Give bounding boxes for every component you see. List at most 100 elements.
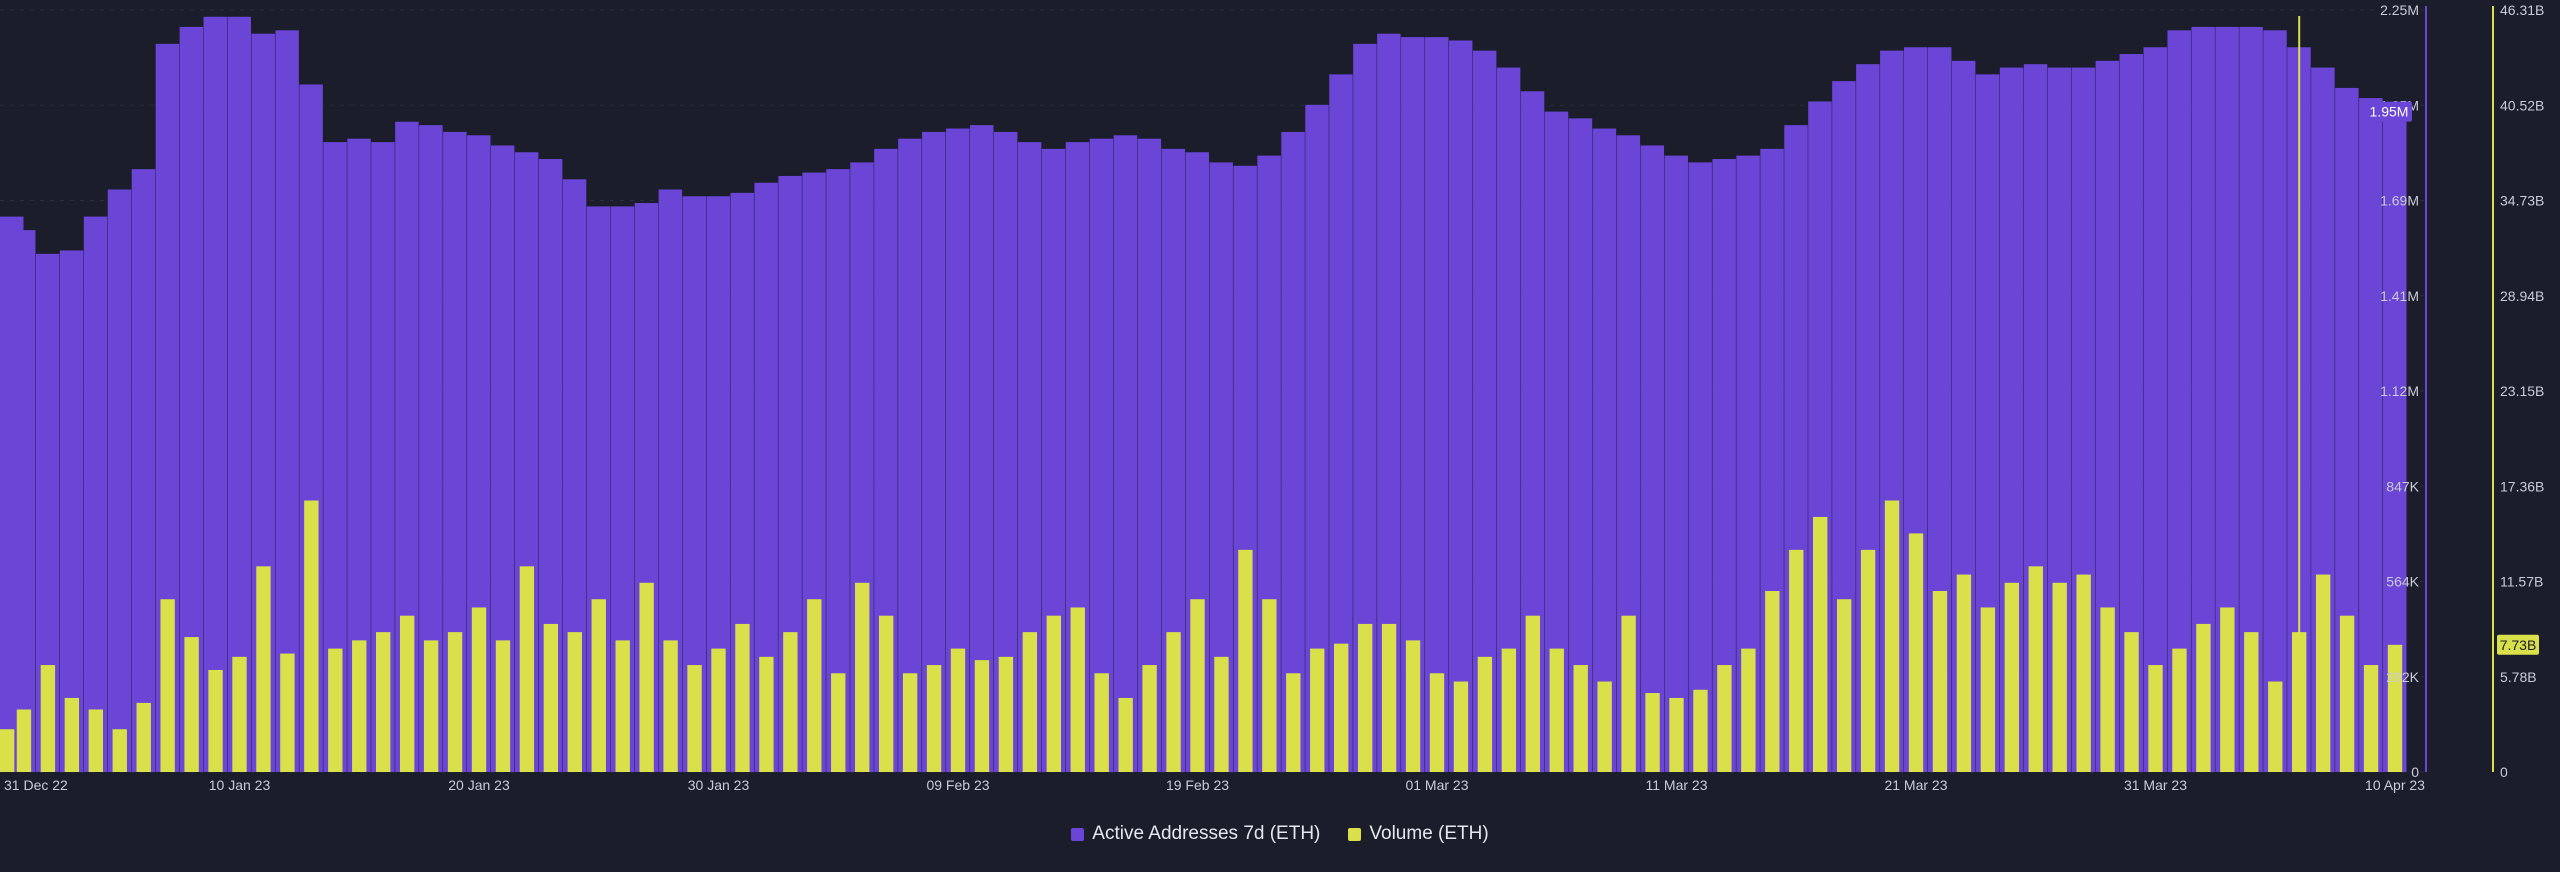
volume-bar[interactable] bbox=[807, 599, 822, 772]
volume-bar[interactable] bbox=[399, 615, 415, 772]
volume-bar[interactable] bbox=[1118, 697, 1133, 772]
volume-bar[interactable] bbox=[0, 729, 15, 772]
volume-bar[interactable] bbox=[1022, 632, 1038, 772]
volume-bar[interactable] bbox=[711, 648, 726, 772]
volume-bar[interactable] bbox=[1501, 648, 1517, 772]
address-bar[interactable] bbox=[1520, 91, 1545, 772]
volume-bar[interactable] bbox=[2220, 607, 2235, 772]
volume-bar[interactable] bbox=[1717, 665, 1732, 772]
volume-bar[interactable] bbox=[2100, 607, 2115, 772]
volume-bar[interactable] bbox=[615, 640, 630, 772]
volume-bar[interactable] bbox=[64, 697, 80, 772]
volume-bar[interactable] bbox=[1190, 599, 1205, 772]
address-bar[interactable] bbox=[107, 189, 132, 772]
address-bar[interactable] bbox=[2119, 54, 2144, 772]
address-bar[interactable] bbox=[2167, 30, 2191, 772]
address-bar[interactable] bbox=[1161, 148, 1186, 772]
volume-bar[interactable] bbox=[1405, 640, 1421, 772]
address-bar[interactable] bbox=[1472, 50, 1497, 772]
address-bar[interactable] bbox=[2239, 26, 2263, 772]
volume-bar[interactable] bbox=[950, 648, 966, 772]
volume-bar[interactable] bbox=[2076, 574, 2091, 772]
address-bar[interactable] bbox=[490, 145, 515, 772]
address-bar[interactable] bbox=[1640, 145, 1665, 772]
volume-bar[interactable] bbox=[687, 665, 702, 772]
address-bar[interactable] bbox=[2191, 26, 2215, 772]
volume-bar[interactable] bbox=[1645, 693, 1660, 772]
address-bar[interactable] bbox=[2359, 98, 2383, 772]
address-bar[interactable] bbox=[1592, 128, 1617, 773]
volume-bar[interactable] bbox=[1477, 656, 1493, 772]
volume-bar[interactable] bbox=[376, 632, 391, 772]
volume-bar[interactable] bbox=[304, 500, 319, 772]
legend-item-volume[interactable]: Volume (ETH) bbox=[1348, 823, 1489, 845]
address-bar[interactable] bbox=[1209, 162, 1233, 772]
volume-bar[interactable] bbox=[2052, 582, 2067, 772]
volume-bar[interactable] bbox=[1214, 656, 1229, 772]
volume-bar[interactable] bbox=[1453, 681, 1469, 772]
address-bar[interactable] bbox=[227, 16, 251, 773]
address-bar[interactable] bbox=[922, 131, 946, 773]
address-bar[interactable] bbox=[1712, 159, 1736, 773]
volume-bar[interactable] bbox=[1070, 607, 1085, 772]
address-bar[interactable] bbox=[203, 16, 228, 773]
volume-bar[interactable] bbox=[1908, 533, 1924, 772]
volume-bar[interactable] bbox=[1549, 648, 1564, 772]
address-bar[interactable] bbox=[155, 43, 180, 773]
volume-bar[interactable] bbox=[2363, 665, 2379, 772]
volume-bar[interactable] bbox=[735, 623, 750, 772]
address-bar[interactable] bbox=[562, 179, 587, 773]
volume-bar[interactable] bbox=[2172, 648, 2187, 772]
volume-bar[interactable] bbox=[112, 729, 127, 772]
address-bar[interactable] bbox=[1927, 47, 1952, 772]
address-bar[interactable] bbox=[1664, 155, 1688, 773]
volume-bar[interactable] bbox=[256, 566, 271, 772]
volume-bar[interactable] bbox=[423, 640, 439, 772]
volume-bar[interactable] bbox=[40, 665, 56, 772]
address-bar[interactable] bbox=[395, 121, 419, 772]
address-bar[interactable] bbox=[946, 128, 970, 773]
address-bar[interactable] bbox=[2383, 111, 2407, 773]
volume-bar[interactable] bbox=[543, 623, 559, 772]
volume-bar[interactable] bbox=[1046, 615, 1061, 772]
address-bar[interactable] bbox=[1616, 135, 1641, 773]
volume-bar[interactable] bbox=[88, 709, 103, 772]
address-bar[interactable] bbox=[179, 26, 204, 772]
volume-bar[interactable] bbox=[1693, 689, 1708, 772]
volume-bar[interactable] bbox=[2315, 574, 2331, 772]
volume-bar[interactable] bbox=[831, 673, 846, 772]
volume-bar[interactable] bbox=[926, 665, 942, 772]
address-bar[interactable] bbox=[1281, 131, 1305, 773]
address-bar[interactable] bbox=[1113, 135, 1138, 773]
address-bar[interactable] bbox=[347, 138, 371, 772]
volume-bar[interactable] bbox=[1789, 549, 1804, 772]
volume-bar[interactable] bbox=[1597, 681, 1612, 772]
address-bar[interactable] bbox=[1401, 37, 1425, 773]
address-bar[interactable] bbox=[371, 142, 395, 772]
address-bar[interactable] bbox=[323, 142, 347, 772]
address-bar[interactable] bbox=[754, 182, 778, 773]
address-bar[interactable] bbox=[275, 30, 299, 772]
address-bar[interactable] bbox=[2215, 26, 2239, 772]
address-bar[interactable] bbox=[1688, 162, 1712, 772]
volume-bar[interactable] bbox=[471, 607, 487, 772]
volume-bar[interactable] bbox=[1813, 516, 1828, 772]
address-bar[interactable] bbox=[131, 169, 156, 772]
volume-bar[interactable] bbox=[2124, 632, 2139, 772]
volume-bar[interactable] bbox=[998, 656, 1014, 772]
volume-bar[interactable] bbox=[902, 673, 918, 772]
volume-bar[interactable] bbox=[1573, 665, 1588, 772]
volume-bar[interactable] bbox=[2268, 681, 2283, 772]
volume-bar[interactable] bbox=[1429, 673, 1445, 772]
address-bar[interactable] bbox=[83, 216, 108, 772]
volume-bar[interactable] bbox=[280, 653, 295, 772]
address-bar[interactable] bbox=[706, 196, 730, 772]
volume-bar[interactable] bbox=[1741, 648, 1756, 772]
volume-bar[interactable] bbox=[1262, 599, 1277, 772]
address-bar[interactable] bbox=[11, 230, 36, 773]
volume-bar[interactable] bbox=[1094, 673, 1109, 772]
address-bar[interactable] bbox=[419, 125, 443, 772]
address-bar[interactable] bbox=[538, 159, 563, 773]
address-bar[interactable] bbox=[993, 131, 1018, 773]
volume-bar[interactable] bbox=[495, 640, 511, 772]
